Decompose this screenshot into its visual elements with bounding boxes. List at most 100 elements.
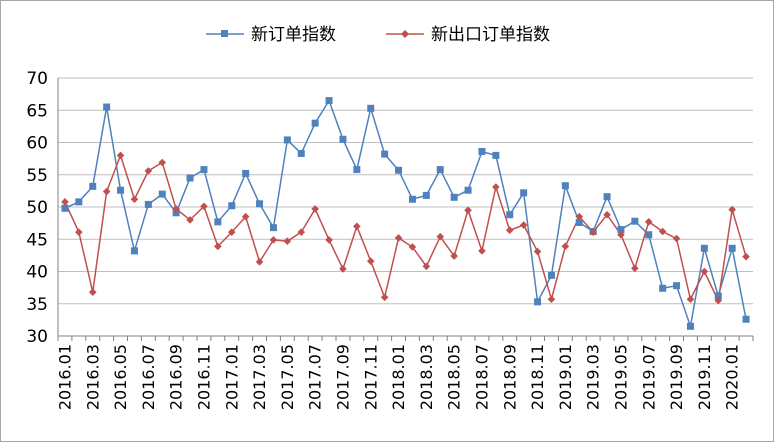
- data-point-diamond: [658, 227, 667, 236]
- data-point-diamond: [533, 247, 542, 256]
- data-point-square: [367, 104, 375, 112]
- x-tick-label: 2017.09: [334, 344, 353, 410]
- data-point-square: [561, 182, 569, 190]
- data-point-diamond: [200, 202, 208, 211]
- x-tick-label: 2017.03: [250, 344, 269, 410]
- data-point-square: [631, 217, 639, 225]
- data-point-diamond: [728, 205, 736, 214]
- data-point-square: [269, 224, 277, 232]
- data-point-diamond: [575, 212, 584, 221]
- data-point-diamond: [227, 228, 236, 236]
- data-point-diamond: [422, 262, 431, 271]
- x-tick-label: 2018.07: [473, 344, 492, 410]
- data-point-diamond: [353, 222, 361, 231]
- data-point-diamond: [75, 228, 83, 236]
- data-point-square: [645, 231, 653, 239]
- data-point-diamond: [311, 205, 319, 213]
- data-point-square: [186, 174, 194, 182]
- y-tick-label: 30: [26, 327, 48, 347]
- data-point-diamond: [339, 265, 347, 273]
- y-tick-label: 50: [26, 198, 48, 218]
- data-point-diamond: [603, 210, 611, 219]
- data-point-square: [714, 292, 722, 300]
- data-point-square: [61, 204, 69, 212]
- data-point-square: [520, 189, 528, 197]
- data-point-square: [89, 182, 97, 190]
- legend-item-series-2: 新出口订单指数: [386, 25, 550, 45]
- data-point-square: [256, 200, 264, 208]
- data-point-diamond: [186, 216, 194, 224]
- data-point-diamond: [617, 230, 625, 239]
- data-point-diamond: [380, 293, 389, 302]
- data-point-square: [728, 244, 736, 252]
- data-point-diamond: [172, 205, 180, 213]
- data-point-diamond: [325, 236, 333, 244]
- data-point-diamond: [116, 151, 125, 160]
- data-point-square: [450, 193, 458, 201]
- data-point-square: [700, 244, 708, 252]
- data-point-diamond: [241, 212, 250, 221]
- data-point-square: [395, 166, 403, 174]
- x-tick-label: 2018.01: [389, 344, 408, 410]
- data-point-square: [144, 200, 152, 208]
- gridlines: [58, 77, 753, 305]
- data-point-diamond: [255, 258, 264, 266]
- series-line-2: [64, 153, 747, 304]
- data-point-diamond: [561, 242, 570, 251]
- x-tick-label: 2017.11: [361, 344, 380, 410]
- x-tick-label: 2016.05: [111, 344, 130, 410]
- x-tick-label: 2020.01: [723, 344, 742, 410]
- x-tick-label: 2016.07: [139, 344, 158, 410]
- x-tick-label: 2017.05: [278, 344, 297, 410]
- x-tick-label: 2016.09: [167, 344, 186, 410]
- data-point-diamond: [464, 206, 472, 215]
- x-tick-label: 2016.03: [83, 344, 102, 410]
- data-point-square: [283, 136, 291, 144]
- data-point-diamond: [742, 252, 750, 261]
- data-point-square: [742, 315, 750, 323]
- data-point-diamond: [130, 195, 139, 204]
- data-point-diamond: [102, 187, 111, 196]
- x-tick-label: 2018.11: [528, 344, 547, 410]
- data-point-square: [172, 209, 180, 217]
- x-tick-label: 2017.07: [306, 344, 325, 410]
- data-point-square: [130, 247, 138, 255]
- data-point-square: [339, 135, 347, 143]
- data-point-diamond: [297, 228, 306, 236]
- legend-label-series-2: 新出口订单指数: [431, 25, 550, 45]
- x-tick-label: 2019.05: [612, 344, 631, 410]
- data-point-diamond: [700, 267, 709, 276]
- data-point-square: [242, 169, 250, 177]
- data-point-square: [659, 284, 667, 292]
- data-point-diamond: [631, 264, 639, 273]
- data-point-square: [617, 226, 625, 234]
- data-point-square: [353, 166, 361, 174]
- x-tick-label: 2019.07: [639, 344, 658, 410]
- data-point-square: [603, 193, 611, 201]
- y-tick-label: 45: [26, 230, 48, 250]
- data-point-diamond: [283, 237, 292, 245]
- data-point-diamond: [158, 158, 167, 167]
- y-tick-label: 35: [26, 295, 48, 315]
- y-tick-label: 60: [26, 134, 48, 154]
- data-point-diamond: [408, 243, 417, 251]
- series-line-1: [64, 98, 747, 330]
- data-point-square: [547, 271, 555, 279]
- x-axis: 2016.01 2016.03 2016.05 2016.07 2016.09 2016.…: [56, 78, 754, 410]
- x-tick-label: 2018.09: [500, 344, 519, 410]
- x-tick-label: 2019.09: [667, 344, 686, 410]
- data-point-square: [325, 97, 333, 105]
- data-point-square: [228, 202, 236, 210]
- y-tick-label: 55: [26, 166, 48, 186]
- data-point-square: [311, 119, 319, 127]
- data-point-diamond: [478, 247, 486, 255]
- data-point-square: [200, 166, 208, 174]
- data-point-diamond: [88, 288, 97, 296]
- legend-label-series-1: 新订单指数: [251, 25, 336, 45]
- data-point-square: [422, 191, 430, 199]
- data-point-diamond: [519, 221, 528, 229]
- series-markers: [61, 97, 750, 330]
- x-tick-label: 2019.11: [695, 344, 714, 410]
- data-point-square: [158, 190, 166, 198]
